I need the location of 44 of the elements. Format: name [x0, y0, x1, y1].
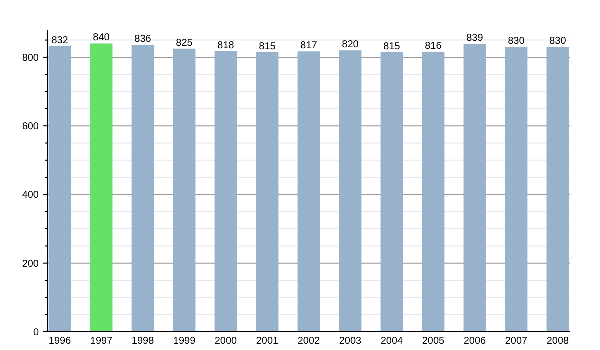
- x-tick-label: 1997: [90, 336, 114, 347]
- y-tick-label: 200: [22, 258, 40, 270]
- x-tick-label: 2001: [256, 336, 280, 347]
- bar: [464, 44, 486, 332]
- y-tick-label: 0: [33, 328, 40, 338]
- bar: [546, 47, 570, 332]
- x-tick-label: 1996: [48, 336, 72, 347]
- bar: [132, 45, 154, 332]
- data-label: 836: [134, 34, 152, 46]
- x-tick-label: 2000: [214, 336, 238, 347]
- bar: [90, 44, 113, 332]
- bar: [214, 51, 238, 332]
- data-label: 818: [218, 40, 235, 52]
- bar: [298, 52, 320, 332]
- x-tick-label: 2005: [422, 336, 446, 347]
- data-label: 815: [384, 41, 401, 52]
- bar: [422, 52, 445, 332]
- y-tick-label: 400: [22, 190, 40, 202]
- data-label: 825: [176, 38, 194, 49]
- data-label: 840: [93, 32, 110, 44]
- data-label: 839: [466, 33, 484, 44]
- bar: [505, 47, 528, 332]
- data-label: 815: [259, 41, 276, 52]
- x-tick-label: 1998: [132, 336, 155, 347]
- data-label: 832: [52, 35, 69, 46]
- x-tick-label: 2008: [546, 336, 570, 347]
- x-tick-label: 1999: [173, 336, 196, 347]
- data-label: 816: [425, 40, 442, 52]
- x-tick-label: 2006: [464, 336, 487, 347]
- x-tick-label: 2002: [298, 336, 321, 347]
- x-tick-label: 2003: [339, 336, 362, 347]
- bar: [380, 52, 404, 332]
- bar: [256, 52, 279, 332]
- data-label: 830: [550, 36, 567, 48]
- bar: [48, 46, 72, 332]
- data-label: 817: [300, 40, 318, 52]
- bar: [173, 48, 196, 332]
- bar: [339, 50, 362, 332]
- x-tick-label: 2004: [380, 336, 404, 347]
- data-label: 830: [508, 36, 526, 48]
- data-label: 820: [342, 40, 360, 51]
- y-tick-label: 800: [22, 52, 40, 64]
- x-tick-label: 2007: [505, 336, 528, 347]
- y-tick-label: 600: [22, 122, 40, 133]
